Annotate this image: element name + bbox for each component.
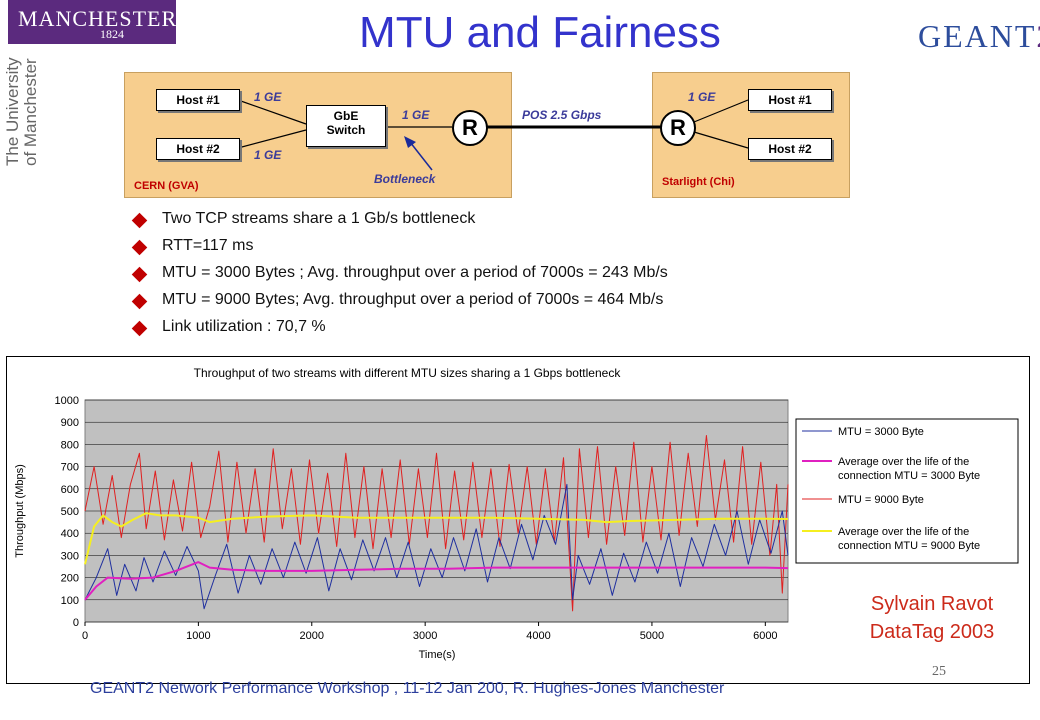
router-cern: R [452,110,488,146]
link-label-switch-router: 1 GE [402,108,430,122]
y-tick-label: 300 [61,550,79,562]
footer-text: GEANT2 Network Performance Workshop , 11… [90,680,725,697]
link-host2-switch [237,129,307,149]
link-label-host2: 1 GE [254,148,282,162]
y-tick-label: 100 [61,595,79,607]
bullet-text: Two TCP streams share a 1 Gb/s bottlenec… [162,210,476,227]
link-router-host1-right [693,99,749,123]
legend-box [795,418,1019,564]
y-tick-label: 1000 [55,395,79,407]
geant-logo-suffix: 2 [1036,18,1040,54]
bullet-diamond-icon [131,239,148,256]
series-line-0 [84,483,789,610]
y-axis-label: Throughput (Mbps) [14,464,26,558]
chart-canvas: Throughput of two streams with different… [14,366,1019,661]
bullet-text: Link utilization : 70,7 % [162,318,326,335]
bullet-item: MTU = 3000 Bytes ; Avg. throughput over … [131,264,832,291]
link-label-pos: POS 2.5 Gbps [522,108,602,122]
y-tick-label: 400 [61,528,79,540]
manchester-logo-year: 1824 [100,27,124,41]
manchester-logo-text: MANCHESTER [18,6,178,31]
x-tick-label: 5000 [640,630,664,642]
legend-label: MTU = 3000 Byte [838,426,924,438]
x-tick-label: 4000 [526,630,550,642]
y-tick-label: 200 [61,573,79,585]
attribution: Sylvain Ravot DataTag 2003 [842,590,1022,646]
link-label-host1: 1 GE [254,90,282,104]
bullet-list: Two TCP streams share a 1 Gb/s bottlenec… [131,210,832,345]
bullet-text: RTT=117 ms [162,237,254,254]
attribution-project: DataTag 2003 [869,621,995,643]
switch-label-line2: Switch [326,123,366,137]
bottleneck-arrow [409,141,433,171]
bullet-diamond-icon [131,293,148,310]
y-tick-label: 700 [61,462,79,474]
host2-cern: Host #2 [156,138,240,160]
link-label-right: 1 GE [688,90,716,104]
y-tick-label: 800 [61,439,79,451]
y-tick-label: 900 [61,417,79,429]
attribution-name: Sylvain Ravot [870,593,994,615]
x-axis-label: Time(s) [419,649,456,661]
bullet-diamond-icon [131,320,148,337]
legend-label: Average over the life of the connection M… [838,456,980,482]
bullet-item: Two TCP streams share a 1 Gb/s bottlenec… [131,210,832,237]
router-starlight: R [660,110,696,146]
diagram-links [237,99,749,171]
x-tick-label: 3000 [413,630,437,642]
throughput-chart: Throughput of two streams with different… [6,356,1030,684]
bullet-diamond-icon [131,212,148,229]
x-tick-label: 1000 [186,630,210,642]
geant-logo-text: GEANT [918,18,1037,54]
bullet-text: MTU = 9000 Bytes; Avg. throughput over a… [162,291,664,308]
university-line2: of Manchester [21,58,40,166]
x-tick-label: 0 [82,630,88,642]
host1-cern: Host #1 [156,89,240,111]
site-label-starlight: Starlight (Chi) [662,176,735,188]
x-tick-label: 2000 [300,630,324,642]
y-tick-label: 0 [73,617,79,629]
page-number: 25 [932,664,946,679]
bullet-item: MTU = 9000 Bytes; Avg. throughput over a… [131,291,832,318]
legend-label: MTU = 9000 Byte [838,494,924,506]
site-label-cern: CERN (GVA) [134,180,199,192]
bottleneck-label: Bottleneck [374,172,436,186]
chart-title: Throughput of two streams with different… [194,366,622,380]
gbe-switch: GbE Switch [306,105,386,147]
series-line-1 [84,561,789,601]
geant-logo: GEANT2 [918,18,1040,58]
bullet-item: RTT=117 ms [131,237,832,264]
host2-starlight: Host #2 [748,138,832,160]
switch-label-line1: GbE [333,109,359,123]
bullet-diamond-icon [131,266,148,283]
link-host1-switch [237,99,307,125]
bullet-item: Link utilization : 70,7 % [131,318,832,345]
x-tick-label: 6000 [753,630,777,642]
university-side-text: The University of Manchester [2,48,42,166]
bottleneck-arrowhead [404,136,416,148]
y-tick-label: 600 [61,484,79,496]
manchester-logo: MANCHESTER 1824 [8,0,176,44]
bullet-text: MTU = 3000 Bytes ; Avg. throughput over … [162,264,668,281]
series-line-3 [84,512,789,565]
link-router-host2-right [693,131,749,149]
university-line1: The University [3,57,22,166]
legend-label: Average over the life of the connection M… [838,526,980,552]
slide-title: MTU and Fairness [359,8,721,57]
y-tick-label: 500 [61,506,79,518]
host1-starlight: Host #1 [748,89,832,111]
